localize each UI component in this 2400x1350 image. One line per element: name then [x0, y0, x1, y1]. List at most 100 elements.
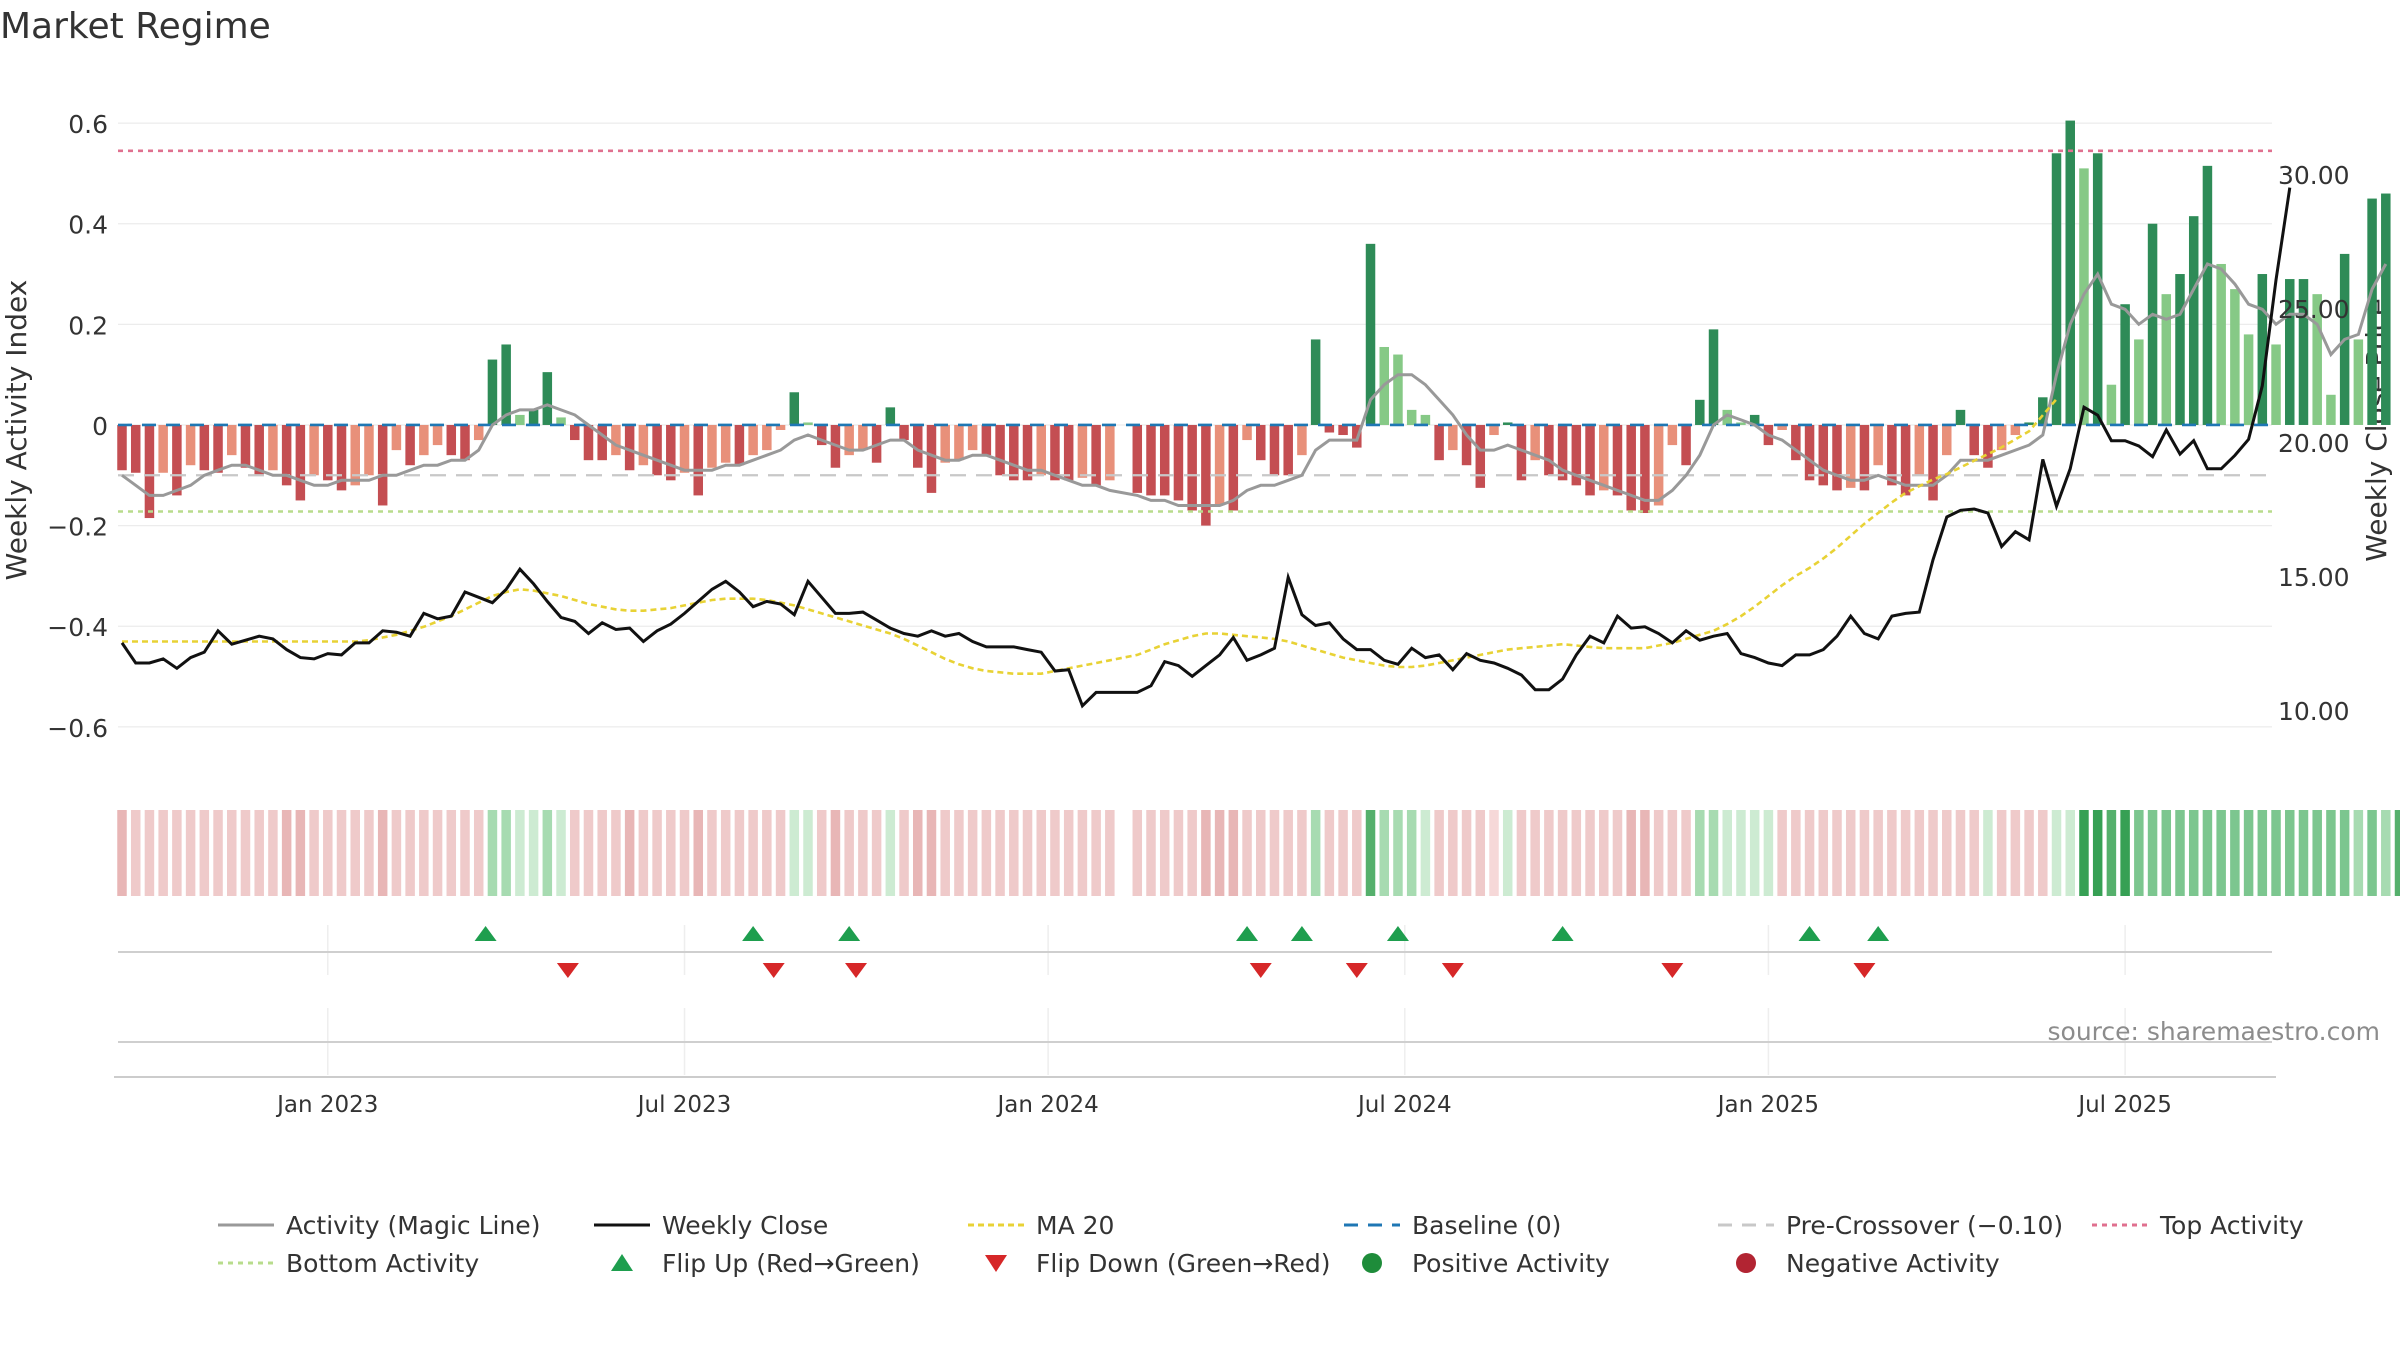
- activity-bar: [1146, 424, 1156, 496]
- activity-bar: [1283, 424, 1293, 476]
- activity-bar: [1269, 424, 1280, 476]
- state-cell: [254, 810, 264, 896]
- state-cell: [446, 810, 457, 896]
- state-cell: [1777, 810, 1787, 896]
- state-cell: [2202, 810, 2213, 896]
- state-cell: [762, 810, 772, 896]
- state-cell: [1681, 810, 1691, 896]
- state-cell: [240, 810, 251, 896]
- axis-ticks: 0.6 0.4 0.2 0 −0.2 −0.4 −0.6 30.00 25.00 20.00 15.…: [47, 110, 2349, 743]
- state-cell: [2051, 810, 2062, 896]
- state-cell: [2065, 810, 2075, 896]
- activity-bar: [1310, 339, 1321, 425]
- flip-up-marker: [1867, 926, 1890, 941]
- activity-bar: [1928, 424, 1938, 501]
- state-cell: [1077, 810, 1088, 896]
- state-cell: [1887, 810, 1897, 896]
- state-cell: [597, 810, 607, 896]
- state-cell: [2353, 810, 2364, 896]
- state-cell: [350, 810, 360, 896]
- legend-label: Flip Down (Green→Red): [1036, 1249, 1331, 1278]
- activity-bar: [185, 424, 196, 466]
- state-cell: [858, 810, 868, 896]
- state-cell: [1557, 810, 1568, 896]
- activity-bar: [1338, 424, 1348, 436]
- activity-bar: [1187, 424, 1197, 511]
- left-tick-label: 0.2: [68, 311, 108, 340]
- state-cell: [227, 810, 237, 896]
- x-tick-label: Jul 2023: [636, 1092, 732, 1118]
- activity-bar: [1434, 424, 1444, 461]
- legend-item-pre: Pre-Crossover (−0.10): [1718, 1211, 2063, 1240]
- activity-bar: [1365, 243, 1376, 425]
- right-tick-label: 10.00: [2278, 697, 2350, 726]
- state-cell: [1475, 810, 1486, 896]
- legend-item-pos: Positive Activity: [1362, 1249, 1610, 1278]
- legend-label: Positive Activity: [1412, 1249, 1610, 1278]
- magic-line: [121, 262, 2388, 507]
- state-cell: [1091, 810, 1101, 896]
- activity-bar: [1736, 422, 1746, 425]
- flip-up-marker: [1290, 926, 1313, 941]
- activity-bar: [1159, 424, 1170, 496]
- state-cell: [2092, 810, 2103, 896]
- state-cell: [1599, 810, 1609, 896]
- activity-bar: [611, 424, 621, 456]
- state-cell: [2216, 810, 2226, 896]
- x-tick-label: Jul 2024: [1356, 1092, 1452, 1118]
- state-cell: [1434, 810, 1444, 896]
- activity-bar: [323, 424, 333, 481]
- activity-bar: [391, 424, 402, 451]
- state-cell: [926, 810, 937, 896]
- flip-down-marker: [845, 963, 868, 978]
- legend-label: Top Activity: [2159, 1211, 2304, 1240]
- left-tick-label: 0.6: [68, 110, 108, 139]
- state-cell: [1983, 810, 1993, 896]
- state-cell: [1420, 810, 1431, 896]
- activity-bar: [693, 424, 703, 496]
- state-cell: [1708, 810, 1719, 896]
- activity-bar: [254, 424, 264, 476]
- activity-bar: [1983, 424, 1993, 468]
- activity-bar: [1873, 424, 1883, 466]
- state-cell: [1763, 810, 1774, 896]
- state-cell: [2285, 810, 2295, 896]
- activity-bar: [1708, 329, 1719, 425]
- state-cell: [1448, 810, 1458, 896]
- flip-down-marker: [1345, 963, 1368, 978]
- activity-bar: [281, 424, 292, 486]
- activity-bar: [1640, 424, 1650, 514]
- state-cell: [542, 810, 553, 896]
- flip-down-marker: [762, 963, 785, 978]
- source-credit: source: sharemaestro.com: [2048, 1017, 2381, 1046]
- state-cell: [1283, 810, 1293, 896]
- state-cell: [432, 810, 443, 896]
- state-cell: [1612, 810, 1623, 896]
- flip-up-marker: [474, 926, 497, 941]
- activity-bar: [1448, 424, 1458, 451]
- state-cell: [364, 810, 374, 896]
- activity-bar: [2051, 153, 2062, 425]
- state-cell: [638, 810, 649, 896]
- state-cell: [1585, 810, 1595, 896]
- state-cell: [377, 810, 388, 896]
- state-cell: [419, 810, 429, 896]
- flip-up-marker: [1798, 926, 1821, 941]
- activity-bar: [1105, 424, 1115, 481]
- state-cell: [391, 810, 402, 896]
- state-cell: [830, 810, 841, 896]
- left-tick-label: 0.4: [68, 211, 108, 240]
- activity-bar: [1599, 424, 1609, 491]
- legend-label: Pre-Crossover (−0.10): [1786, 1211, 2063, 1240]
- state-cell: [734, 810, 745, 896]
- state-cell: [130, 810, 141, 896]
- state-cell: [1461, 810, 1472, 896]
- legend-label: MA 20: [1036, 1211, 1114, 1240]
- activity-bar: [1969, 424, 1979, 456]
- state-cell: [570, 810, 580, 896]
- activity-bar: [885, 407, 896, 425]
- state-cell: [1845, 810, 1856, 896]
- x-tick-label: Jul 2025: [2076, 1092, 2172, 1118]
- activity-bar: [1297, 424, 1307, 456]
- activity-bar: [2381, 193, 2391, 425]
